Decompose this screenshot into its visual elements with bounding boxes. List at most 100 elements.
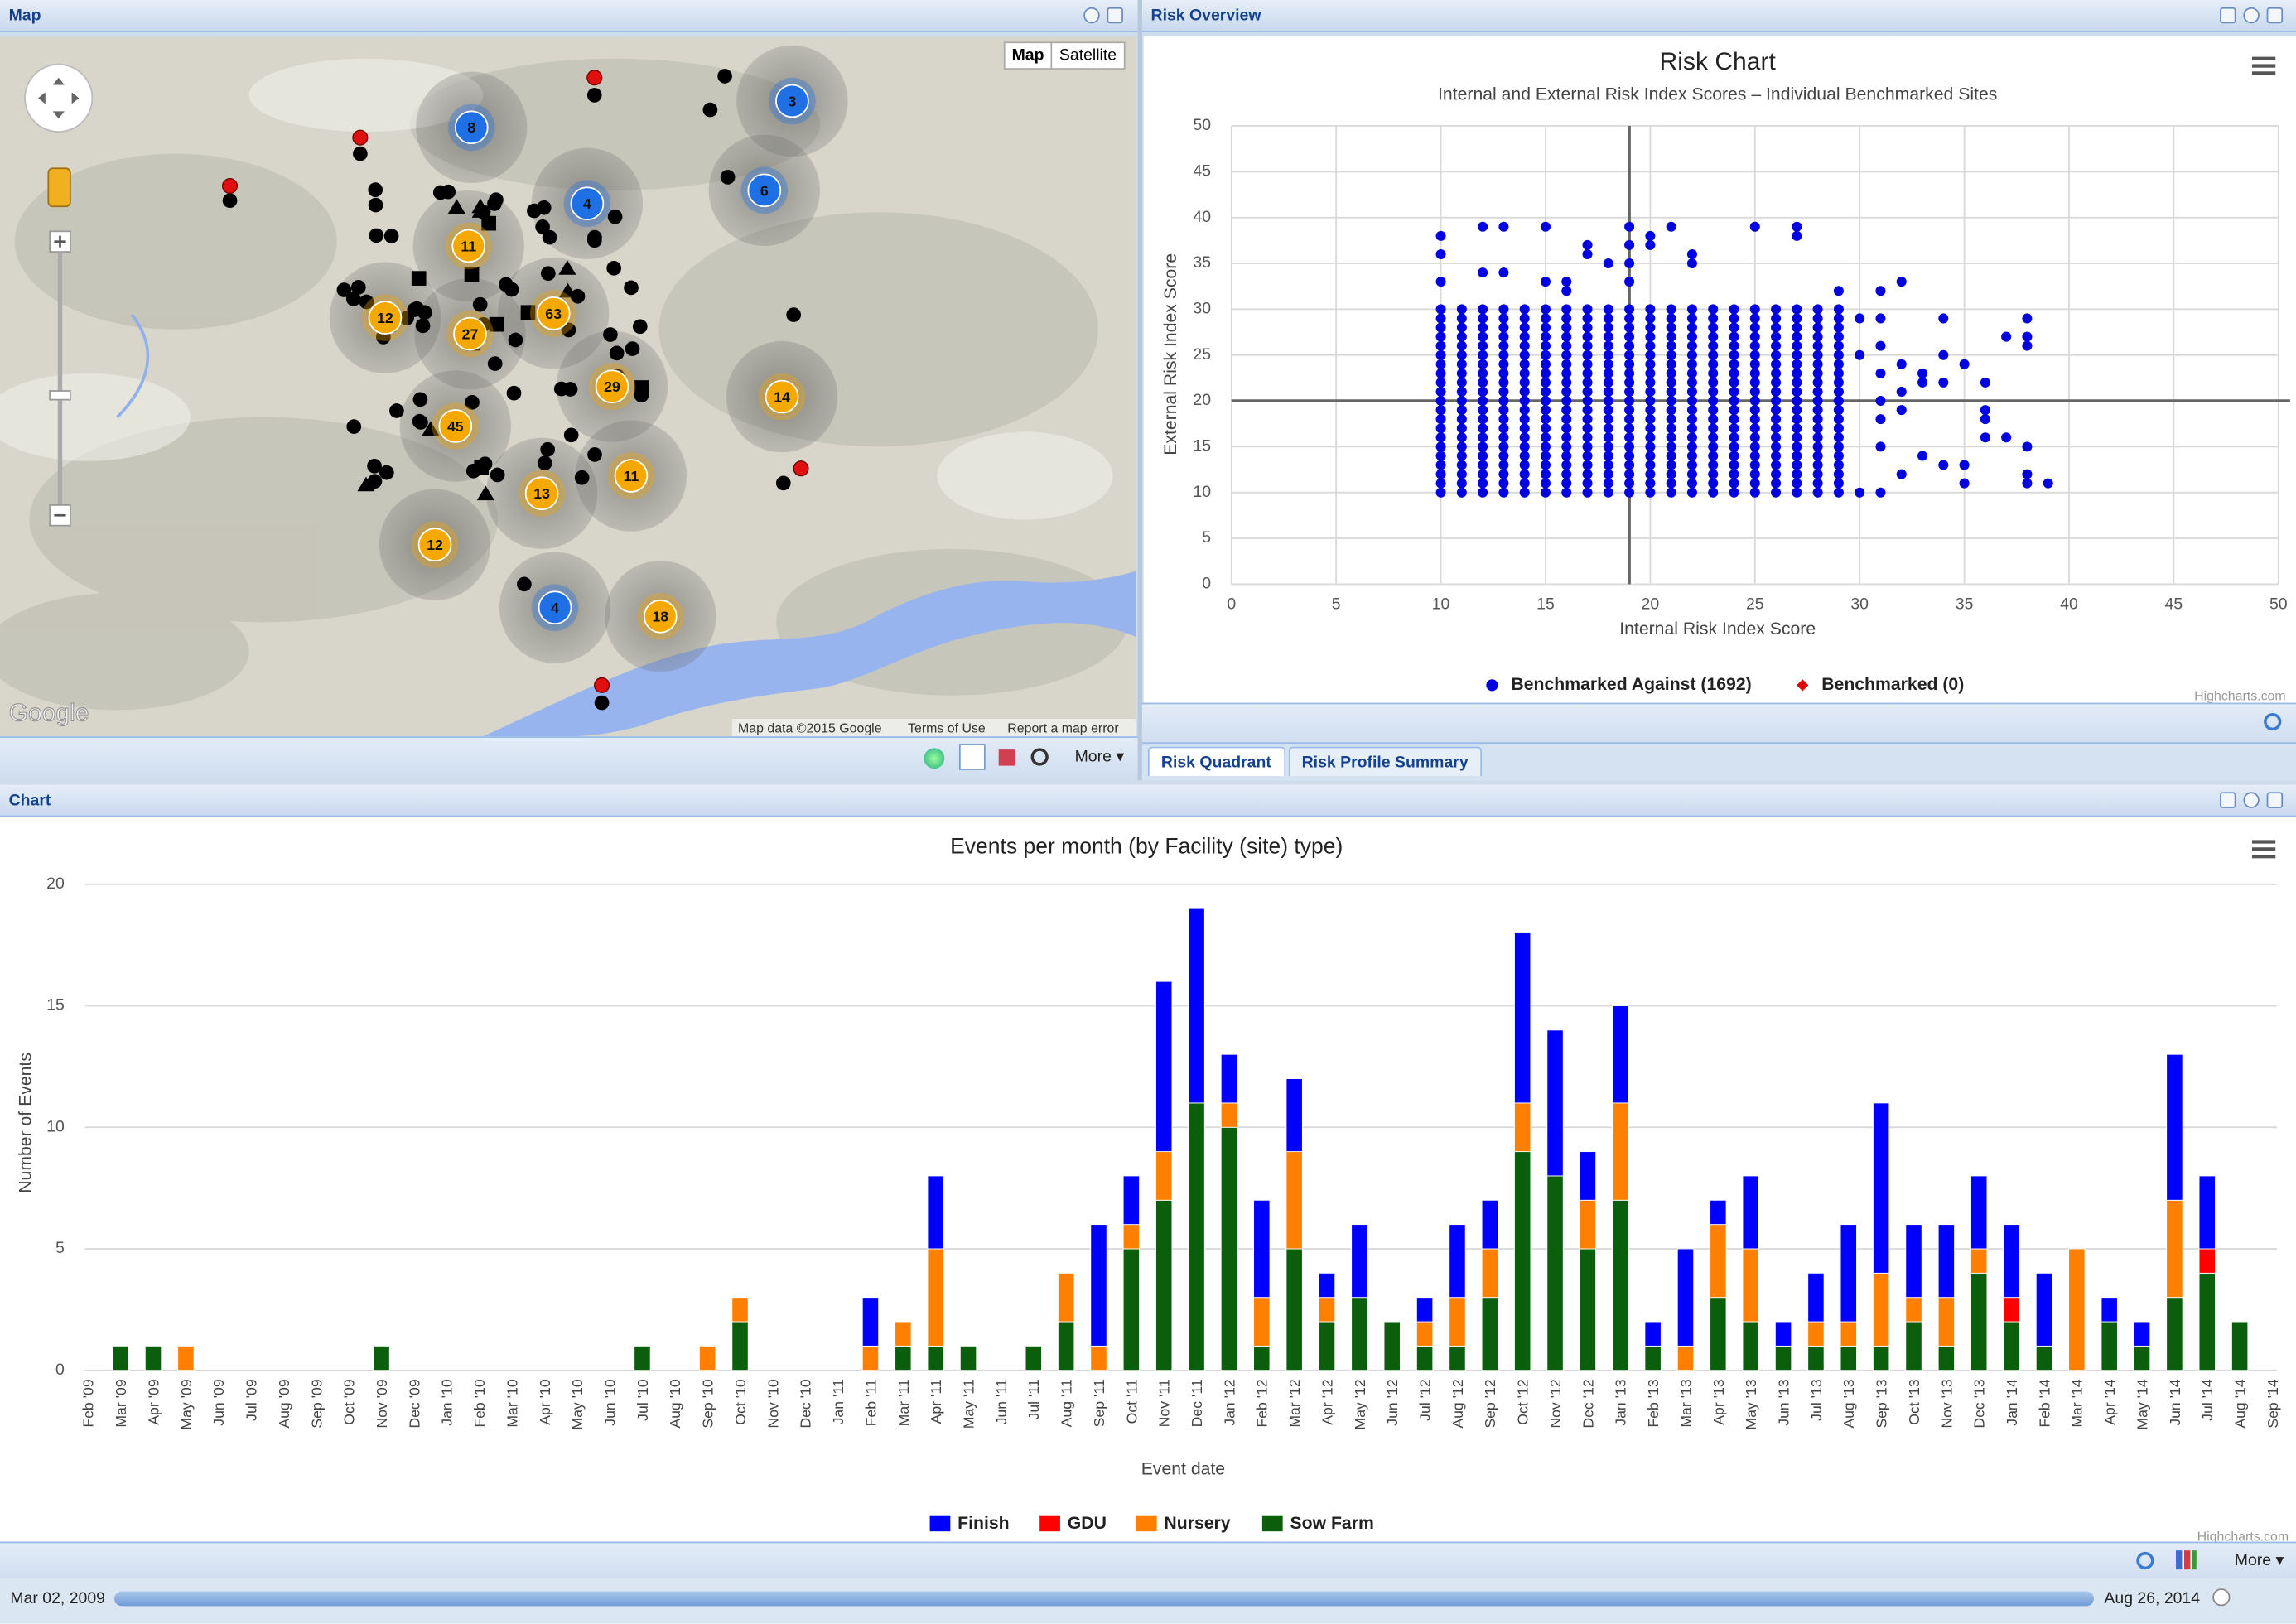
cluster-marker[interactable] (614, 459, 649, 493)
data-point (1833, 451, 1844, 461)
data-point (1875, 396, 1886, 407)
cluster-label: 4 (551, 600, 559, 616)
data-point (1540, 313, 1551, 324)
cluster-marker[interactable] (454, 110, 489, 145)
settings-icon[interactable] (1083, 7, 1100, 24)
data-point (1561, 359, 1572, 369)
site-markers (222, 69, 802, 711)
chart-type-icon[interactable] (2176, 1550, 2197, 1570)
bar-segment (2035, 1345, 2053, 1371)
cluster-marker[interactable] (438, 409, 473, 443)
cluster-marker[interactable] (595, 369, 629, 404)
globe-icon[interactable] (924, 748, 945, 769)
data-point (1729, 405, 1739, 416)
data-point (1792, 230, 1802, 241)
data-point (1666, 414, 1676, 425)
maximize-icon[interactable] (2266, 7, 2284, 24)
data-point (1875, 441, 1886, 452)
data-point (1645, 487, 1656, 498)
select-tool[interactable] (998, 749, 1015, 766)
x-tick-label: Aug '14 (2232, 1379, 2249, 1429)
map-type-button[interactable]: Satellite (1059, 46, 1117, 64)
data-point (1582, 349, 1593, 360)
data-point (1792, 460, 1802, 470)
site-marker (717, 69, 732, 84)
timeline-slider[interactable] (113, 1591, 2095, 1607)
legend-marker (1039, 1515, 1060, 1532)
maximize-icon[interactable] (2266, 792, 2284, 808)
data-point (1771, 423, 1782, 434)
map-nav-control[interactable] (24, 63, 94, 527)
x-tick-label: 0 (1227, 595, 1236, 613)
x-tick-label: Nov '12 (1547, 1379, 1564, 1428)
play-button[interactable] (2212, 1588, 2231, 1607)
tab[interactable]: Risk Quadrant (1147, 746, 1286, 776)
bar-segment (2231, 1321, 2249, 1371)
data-point (1812, 359, 1823, 369)
menu-icon[interactable] (2251, 855, 2276, 859)
refresh-icon[interactable] (2136, 1551, 2154, 1570)
data-point (1896, 405, 1907, 416)
data-point (1498, 377, 1509, 388)
data-point (1478, 396, 1488, 407)
cluster-marker[interactable] (538, 590, 572, 624)
map-type-button[interactable]: Map (1012, 46, 1044, 64)
cluster-marker[interactable] (417, 528, 452, 561)
x-tick-label: Jun '12 (1384, 1379, 1401, 1425)
data-point (1833, 487, 1844, 498)
data-point (1645, 478, 1656, 489)
menu-icon[interactable] (2251, 840, 2276, 844)
refresh-icon[interactable] (2264, 712, 2282, 731)
cluster-marker[interactable] (368, 301, 403, 335)
cluster-marker[interactable] (775, 84, 809, 118)
legend-label[interactable]: Benchmarked (0) (1821, 675, 1964, 694)
site-marker (558, 282, 577, 298)
x-tick-label: 45 (2165, 595, 2183, 613)
cluster-marker[interactable] (765, 379, 799, 414)
data-point (1812, 441, 1823, 452)
maximize-icon[interactable] (1107, 7, 1123, 24)
cluster-marker[interactable] (570, 186, 605, 221)
menu-icon[interactable] (2251, 847, 2276, 851)
menu-icon[interactable] (2251, 56, 2276, 60)
legend-label[interactable]: Benchmarked Against (1692) (1511, 675, 1751, 694)
data-point (1917, 368, 1928, 378)
more-button[interactable]: More ▾ (2234, 1551, 2284, 1570)
map[interactable]: 8 3 4 6 11 12 27 63 29 14 45 13 11 12 4 18 Map Satellit… (0, 36, 1136, 737)
bar-segment (2003, 1224, 2020, 1299)
cluster-marker[interactable] (451, 229, 486, 263)
data-point (1749, 377, 1760, 388)
data-point (1540, 359, 1551, 369)
tab[interactable]: Risk Profile Summary (1288, 746, 1483, 776)
pan-tool[interactable] (958, 744, 986, 770)
bar-segment (1090, 1224, 1107, 1347)
map-terms-link[interactable]: Terms of Use (908, 722, 986, 736)
data-point (1855, 313, 1865, 324)
settings-icon[interactable] (2243, 7, 2260, 24)
map-report-link[interactable]: Report a map error (1007, 722, 1119, 736)
legend-label[interactable]: Nursery (1164, 1514, 1230, 1533)
data-point (1917, 377, 1928, 388)
site-marker (346, 419, 362, 434)
cluster-marker[interactable] (524, 476, 559, 511)
menu-icon[interactable] (2251, 64, 2276, 68)
more-button[interactable]: More ▾ (1074, 748, 1125, 766)
cluster-marker[interactable] (453, 316, 487, 351)
cluster-marker[interactable] (747, 173, 782, 208)
data-point (1645, 239, 1656, 250)
bar-segment (1840, 1345, 1857, 1371)
cluster-marker[interactable] (536, 296, 571, 330)
settings-icon[interactable] (2243, 792, 2260, 808)
cluster-marker[interactable] (643, 599, 678, 634)
x-tick-label: Aug '10 (667, 1379, 683, 1429)
data-point (1478, 414, 1488, 425)
splitter[interactable] (1137, 0, 1142, 781)
legend-label[interactable]: GDU (1068, 1514, 1107, 1533)
legend-label[interactable]: Finish (957, 1514, 1009, 1533)
data-point (1582, 487, 1593, 498)
menu-icon[interactable] (2251, 71, 2276, 75)
collapse-icon[interactable] (2220, 7, 2236, 24)
legend-label[interactable]: Sow Farm (1290, 1514, 1373, 1533)
collapse-icon[interactable] (2220, 792, 2236, 808)
locate-tool[interactable] (1030, 748, 1049, 766)
